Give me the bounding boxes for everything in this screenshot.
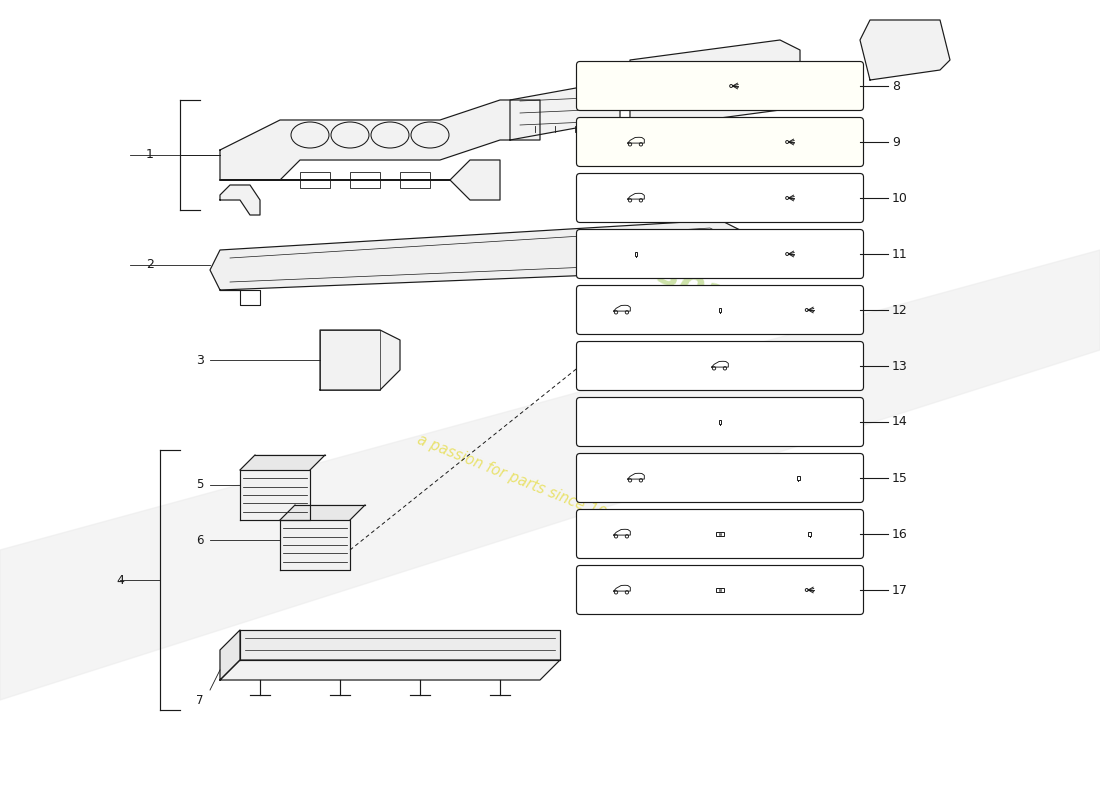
Bar xyxy=(716,532,724,536)
FancyBboxPatch shape xyxy=(576,342,864,390)
Text: 15: 15 xyxy=(892,471,907,485)
Polygon shape xyxy=(220,660,560,680)
Text: 17: 17 xyxy=(892,583,907,597)
FancyBboxPatch shape xyxy=(576,510,864,558)
Polygon shape xyxy=(240,470,310,520)
Polygon shape xyxy=(220,160,500,200)
Text: 9: 9 xyxy=(892,135,900,149)
Polygon shape xyxy=(280,505,365,520)
Text: 11: 11 xyxy=(892,247,907,261)
Text: 2: 2 xyxy=(146,258,154,271)
Text: 14: 14 xyxy=(892,415,907,429)
Polygon shape xyxy=(630,40,800,130)
Bar xyxy=(718,420,722,424)
FancyBboxPatch shape xyxy=(576,566,864,614)
Polygon shape xyxy=(220,185,260,215)
FancyBboxPatch shape xyxy=(576,454,864,502)
Bar xyxy=(635,252,638,256)
Bar xyxy=(796,476,800,480)
FancyBboxPatch shape xyxy=(576,118,864,166)
Polygon shape xyxy=(510,80,620,140)
Text: 7: 7 xyxy=(196,694,204,706)
Text: 6: 6 xyxy=(196,534,204,546)
Text: 1: 1 xyxy=(146,149,154,162)
Polygon shape xyxy=(210,220,740,290)
Polygon shape xyxy=(220,100,540,180)
Polygon shape xyxy=(240,630,560,660)
Polygon shape xyxy=(280,520,350,570)
FancyBboxPatch shape xyxy=(576,286,864,334)
Text: 8: 8 xyxy=(892,79,900,93)
Bar xyxy=(300,172,330,188)
Text: a passion for parts since 1985: a passion for parts since 1985 xyxy=(415,432,625,528)
Text: 12: 12 xyxy=(892,303,907,317)
Text: 4: 4 xyxy=(117,574,124,586)
Text: 3: 3 xyxy=(196,354,204,366)
Bar xyxy=(718,308,722,312)
Bar xyxy=(400,172,430,188)
Bar xyxy=(716,588,724,592)
Polygon shape xyxy=(0,250,1100,700)
FancyBboxPatch shape xyxy=(576,174,864,222)
FancyBboxPatch shape xyxy=(576,398,864,446)
Bar xyxy=(350,172,380,188)
Polygon shape xyxy=(220,630,240,680)
FancyBboxPatch shape xyxy=(576,62,864,110)
Text: 5: 5 xyxy=(196,478,204,491)
Text: eurospares: eurospares xyxy=(568,222,792,338)
Polygon shape xyxy=(320,330,400,390)
FancyBboxPatch shape xyxy=(576,230,864,278)
Bar xyxy=(808,532,811,536)
Text: 16: 16 xyxy=(892,527,907,541)
Polygon shape xyxy=(240,455,324,470)
Polygon shape xyxy=(860,20,950,80)
Text: 10: 10 xyxy=(892,191,907,205)
Text: 13: 13 xyxy=(892,359,907,373)
